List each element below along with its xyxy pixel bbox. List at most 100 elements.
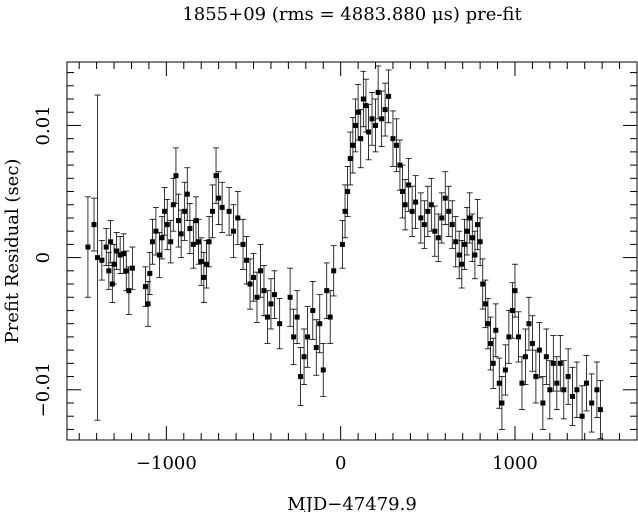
data-point [178,231,184,237]
data-point [117,252,123,258]
data-point [103,244,109,250]
data-point [294,314,300,320]
data-point [543,354,549,360]
data-point [164,222,170,228]
data-point [490,360,496,366]
data-point [226,208,232,214]
y-tick-labels: 0.01 0 −0.01 [33,105,54,417]
data-point [435,235,441,241]
data-point [342,208,348,214]
data-point [373,122,379,128]
data-point [123,268,129,274]
data-point [464,228,470,234]
data-point [540,400,546,406]
data-point [244,257,250,263]
x-tick-label: 0 [335,453,346,474]
chart-title: 1855+09 (rms = 4883.880 μs) pre-fit [182,4,522,25]
data-point [509,307,515,313]
data-point [480,281,486,287]
data-point [574,387,580,393]
data-point [579,413,585,419]
data-point [386,93,392,99]
data-point [129,265,135,271]
data-point [409,208,415,214]
data-point [170,202,176,208]
y-tick-label: 0.01 [33,105,54,145]
data-point [317,321,323,327]
error-bars [84,65,604,440]
y-tick-label: 0 [33,252,54,263]
data-point [358,136,364,142]
data-point [187,226,193,232]
x-tick-labels: −1000 0 1000 [136,453,538,474]
data-point [461,241,467,247]
data-point [108,239,114,245]
data-point [268,301,274,307]
data-point [472,252,478,258]
data-point [526,321,532,327]
data-point [271,292,277,298]
data-point [254,294,260,300]
data-point [213,173,219,179]
data-point [201,274,207,280]
x-tick-label: 1000 [492,453,538,474]
data-point [305,334,311,340]
data-point [114,248,120,254]
data-point [366,129,372,135]
data-point [331,268,337,274]
data-point [402,202,408,208]
data-point [198,259,204,265]
data-point [550,360,556,366]
data-point [400,189,406,195]
data-point [475,222,481,228]
data-point [583,380,589,386]
data-point [173,173,179,179]
data-point [482,301,488,307]
data-point [379,116,385,122]
data-point [203,261,209,267]
data-point [488,341,494,347]
data-point [327,314,333,320]
data-point [301,354,307,360]
data-point [515,334,521,340]
data-point [111,261,117,267]
data-point [421,222,427,228]
data-point [156,252,162,258]
data-point [147,270,153,276]
data-point [277,321,283,327]
y-axis-title: Prefit Residual (sec) [2,159,23,344]
data-point [145,301,151,307]
data-point [142,284,148,290]
data-point [406,182,412,188]
data-point [485,321,491,327]
data-point [99,257,105,263]
data-point [352,122,358,128]
data-point [176,218,182,224]
data-point [360,96,366,102]
data-point [496,380,502,386]
data-point [536,347,542,353]
data-point [182,208,188,214]
data-point [193,218,199,224]
data-point [446,208,452,214]
data-point [499,400,505,406]
data-point [109,281,115,287]
data-point [547,387,553,393]
data-point [210,208,216,214]
data-point [594,387,600,393]
data-point [106,268,112,274]
data-point [477,239,483,245]
data-point [570,393,576,399]
data-point [502,367,508,373]
data-point [519,380,525,386]
x-tick-label: −1000 [136,453,197,474]
data-point [339,241,345,247]
data-point [512,288,518,294]
data-point [557,360,563,366]
data-point [345,189,351,195]
data-point [425,208,431,214]
data-point [442,195,448,201]
data-point [418,215,424,221]
x-axis-title: MJD−47479.9 [287,494,417,512]
data-point [363,103,369,109]
